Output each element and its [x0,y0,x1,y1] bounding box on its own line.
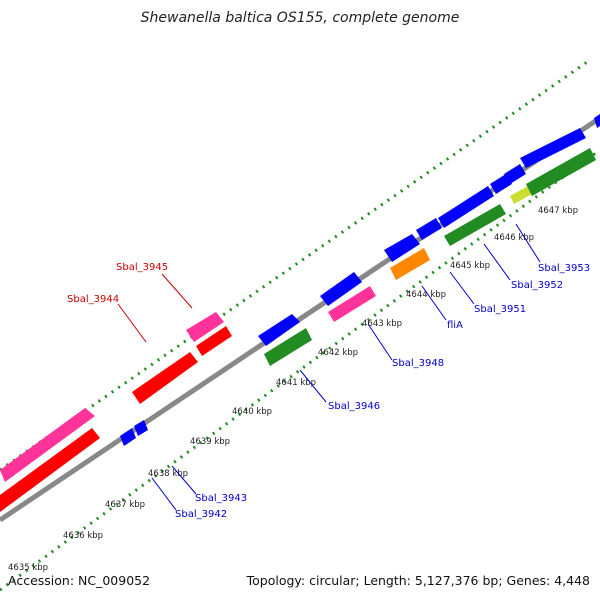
label-sbal3951: Sbal_3951 [474,304,526,315]
gene-blue-f [490,174,512,194]
label-flia: fliA [447,320,463,331]
genome-summary-text: Topology: circular; Length: 5,127,376 bp… [246,573,590,588]
gene-blue-c [384,234,420,262]
leader-sbal3953 [515,223,541,263]
scale-label-4636: 4636 kbp [63,531,103,541]
gene-lime [510,186,532,204]
leader-sbal3943 [171,465,197,495]
leader-sbal3944 [117,303,147,343]
gene-blue-d [416,218,442,240]
gene-red-left [0,428,100,512]
gene-red-small [196,326,232,356]
gene-blue-i [594,114,600,128]
leader-sbal3948 [367,323,393,361]
blue-gene-labels: Sbal_3942 Sbal_3943 Sbal_3946 Sbal_3948 … [151,223,590,520]
gene-blue-g [504,164,526,184]
leader-flia [421,285,447,321]
gene-green-b [444,204,506,246]
scale-label-4643: 4643 kbp [362,319,402,329]
gene-blue-b [320,272,362,306]
map-title: Shewanella baltica OS155, complete genom… [140,10,460,26]
scale-label-4644: 4644 kbp [406,290,446,300]
red-gene-labels: Sbal_3945 Sbal_3944 [67,262,193,343]
gene-orange [390,248,430,280]
scale-label-4635: 4635 kbp [8,563,48,573]
leader-sbal3946 [299,369,327,403]
leader-sbal3951 [449,271,475,305]
gene-blue-e [438,186,494,228]
label-sbal3944: Sbal_3944 [67,294,119,305]
label-sbal3953: Sbal_3953 [538,263,590,274]
gene-blue-a [258,314,300,346]
gene-blue-h [520,128,586,168]
label-sbal3945: Sbal_3945 [116,262,168,273]
gene-green-a [264,328,312,366]
outer-dot-track [0,58,591,472]
gene-pink-left [0,408,95,482]
scale-label-4645: 4645 kbp [450,261,490,271]
gene-sbal3944 [132,352,198,404]
scale-label-4647: 4647 kbp [538,206,578,216]
scale-label-4641: 4641 kbp [276,378,316,388]
leader-sbal3942 [151,477,177,511]
scale-label-4637: 4637 kbp [105,500,145,510]
scale-label-4646: 4646 kbp [494,233,534,243]
scale-label-4639: 4639 kbp [190,437,230,447]
scale-label-4638: 4638 kbp [148,469,188,479]
label-sbal3952: Sbal_3952 [511,280,563,291]
reverse-genes [120,148,596,446]
label-sbal3943: Sbal_3943 [195,493,247,504]
forward-genes [0,114,600,512]
accession-text: Accession: NC_009052 [8,573,151,588]
gene-sbal3945 [186,312,224,342]
gene-green-c [526,148,596,196]
gene-pink-b [328,286,376,322]
label-sbal3948: Sbal_3948 [392,358,444,369]
gene-blue-small-2 [134,420,148,436]
leader-sbal3952 [483,243,511,281]
scale-label-4640: 4640 kbp [232,407,272,417]
leader-sbal3945 [161,273,193,309]
label-sbal3946: Sbal_3946 [328,401,380,412]
gene-blue-small-1 [120,428,136,446]
label-sbal3942: Sbal_3942 [175,509,227,520]
scale-labels: 4635 kbp 4636 kbp 4637 kbp 4638 kbp 4639… [8,206,578,573]
scale-label-4642: 4642 kbp [318,348,358,358]
